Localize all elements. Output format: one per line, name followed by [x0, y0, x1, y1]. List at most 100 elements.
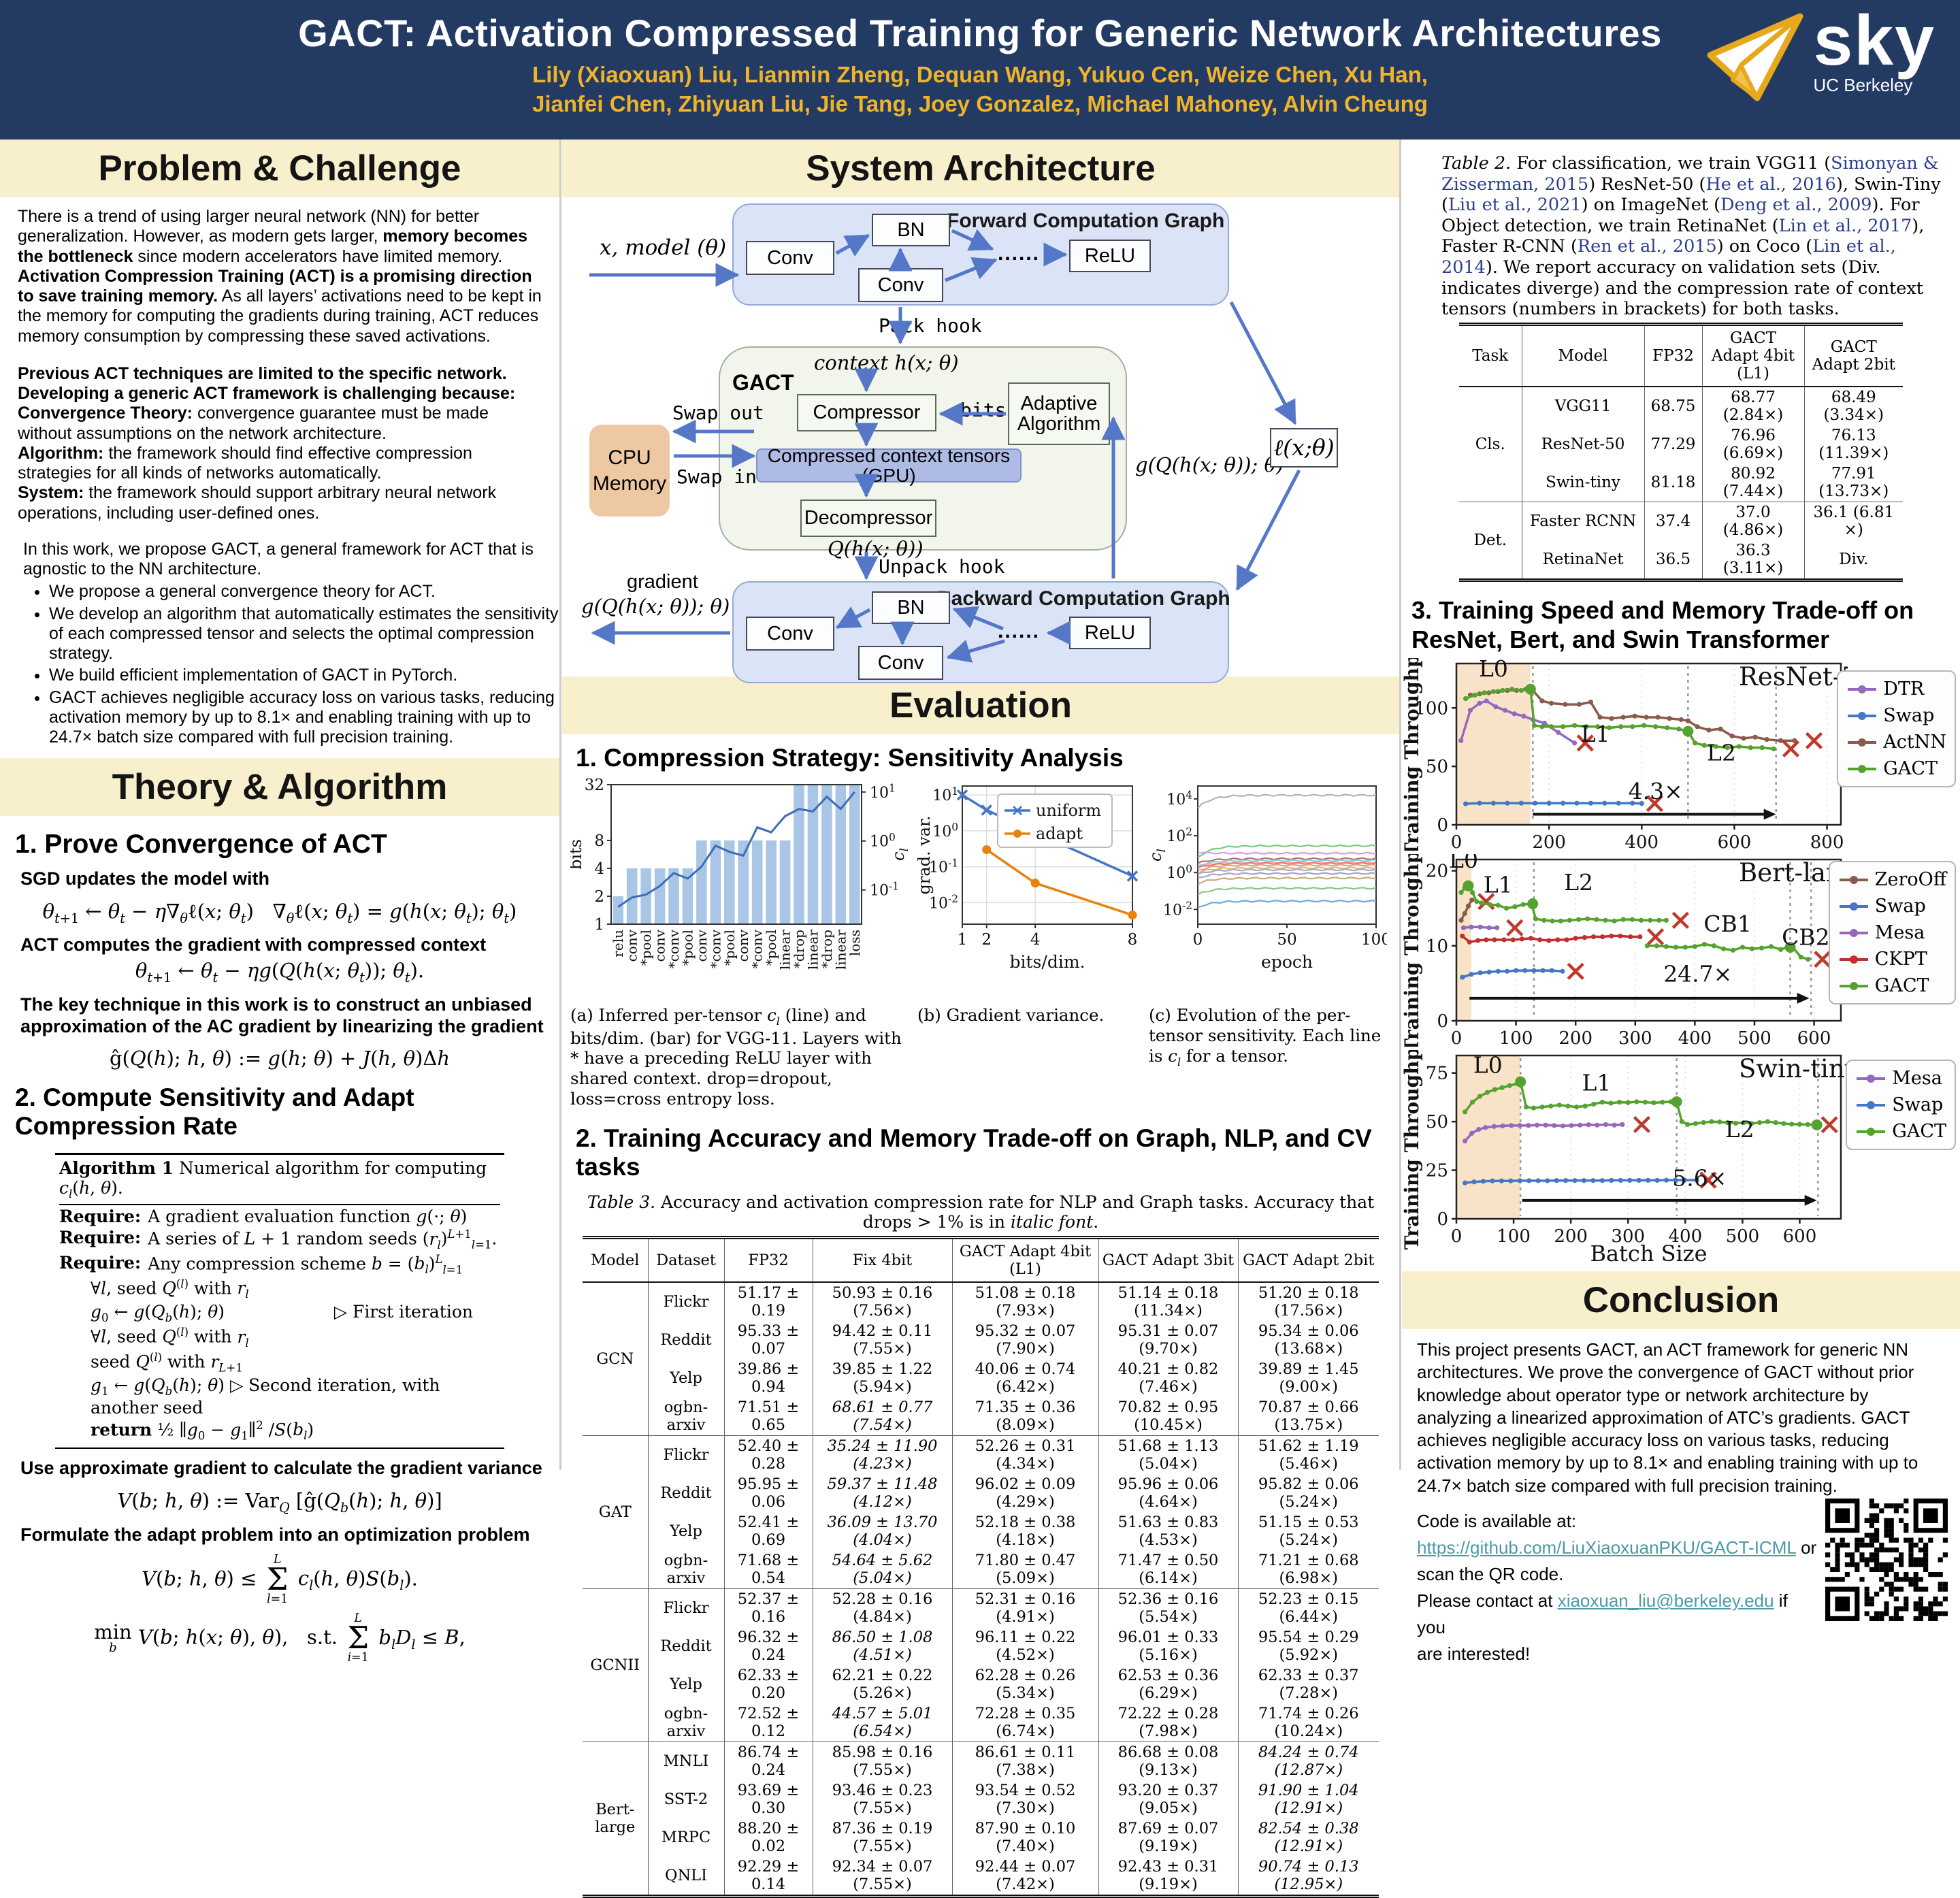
backward-ellipsis: ...... — [998, 620, 1041, 642]
contribution-list: We propose a general convergence theory … — [0, 582, 559, 747]
list-item: We develop an algorithm that automatical… — [49, 604, 559, 664]
svg-text:L2: L2 — [1725, 1116, 1754, 1143]
table-row: RetinaNet 36.5 36.3 (3.11×) Div. — [1459, 540, 1903, 580]
pack-hook-label: Pack hook — [879, 314, 982, 337]
svg-text:0: 0 — [1451, 1226, 1463, 1247]
svg-text:Swin-tiny: Swin-tiny — [1739, 1054, 1848, 1083]
svg-text:10-1: 10-1 — [870, 880, 899, 899]
section-evaluation: Evaluation — [562, 676, 1399, 734]
sky-lab-logo: sky UC Berkeley — [1704, 1, 1936, 108]
algorithm-line: Require: A series of L + 1 random seeds (… — [59, 1228, 497, 1251]
svg-text:cl: cl — [889, 848, 911, 861]
svg-text:0: 0 — [1437, 1011, 1448, 1032]
svg-text:10: 10 — [1426, 936, 1448, 957]
table3-caption: Table 3. Accuracy and activation compres… — [587, 1192, 1375, 1232]
paper-plane-icon — [1704, 10, 1806, 108]
svg-text:loss: loss — [847, 930, 863, 956]
svg-text:32: 32 — [585, 778, 604, 794]
forward-relu-node: ReLU — [1069, 240, 1151, 272]
svg-text:conv: conv — [735, 929, 751, 962]
svg-text:*pool: *pool — [679, 930, 696, 966]
table2-caption: Table 2. For classification, we train VG… — [1441, 153, 1941, 320]
svg-text:L1: L1 — [1484, 872, 1513, 898]
q-context-label: Q(h(x; θ)) — [828, 537, 924, 560]
figure-a-bits-chart: 12483210-1100101reluconv*poolconv*conv*p… — [570, 778, 911, 970]
conclusion-text: This project presents GACT, an ACT frame… — [1417, 1339, 1918, 1496]
bert-legend: ZeroOff Swap Mesa CKPT GACT — [1828, 861, 1956, 1005]
svg-text:*conv: *conv — [749, 929, 766, 968]
theory-h2: 2. Compute Sensitivity and Adapt Compres… — [15, 1083, 414, 1141]
bert-chart-row: 0 100 200 300 400 500 600 0 10 20 Training Through… — [1401, 828, 1959, 1053]
column-header: GACT Adapt 4bit (L1) — [1701, 324, 1804, 387]
table-row: QNLI 92.29 ± 0.14 92.34 ± 0.07 (7.55×) 92.4… — [583, 1856, 1379, 1897]
github-link[interactable]: https://github.com/LiuXiaoxuanPKU/GACT-I… — [1417, 1537, 1796, 1558]
svg-text:101: 101 — [870, 782, 896, 801]
list-item: We build efficient implementation of GAC… — [49, 666, 559, 685]
poster-title: GACT: Activation Compressed Training for… — [298, 12, 1662, 54]
email-link[interactable]: xiaoxuan_liu@berkeley.edu — [1557, 1590, 1774, 1611]
svg-text:600: 600 — [1783, 1226, 1817, 1247]
adaptive-algorithm-node: Adaptive Algorithm — [1008, 382, 1110, 445]
sky-logo-text: sky — [1813, 1, 1936, 80]
contact-line2: are interested! — [1417, 1643, 1531, 1664]
svg-text:500: 500 — [1737, 1028, 1771, 1047]
table-row: Det. Faster RCNN 37.4 37.0 (4.86×) 36.1 (6.8… — [1459, 501, 1903, 580]
system-architecture-diagram: Forward Computation Graph x, model (θ) C… — [562, 200, 1399, 683]
table-row: ResNet-50 77.29 76.96 (6.69×) 76.13 (11.39×… — [1459, 425, 1903, 463]
authors: Lily (Xiaoxuan) Liu, Lianmin Zheng, Dequ… — [0, 61, 1960, 119]
svg-text:4: 4 — [594, 860, 604, 878]
svg-text:102: 102 — [1166, 826, 1192, 845]
left-column: Problem & Challenge There is a trend of … — [0, 140, 559, 1664]
svg-text:2: 2 — [594, 888, 604, 906]
scan-qr-text: scan the QR code. — [1417, 1563, 1564, 1584]
legend-item: CKPT — [1838, 949, 1946, 970]
table-row: Reddit 95.33 ± 0.07 94.42 ± 0.11 (7.55×) 95… — [583, 1321, 1379, 1360]
table-row: GCN Flickr 51.17 ± 0.19 50.93 ± 0.16 (7.56×… — [583, 1282, 1379, 1436]
table-row: SST-2 93.69 ± 0.30 93.46 ± 0.23 (7.55×) 93.… — [583, 1780, 1379, 1819]
svg-text:*pool: *pool — [763, 930, 779, 966]
legend-item: ActNN — [1846, 732, 1946, 753]
svg-text:L0: L0 — [1473, 1052, 1503, 1079]
section-problem-challenge: Problem & Challenge — [0, 140, 559, 197]
svg-text:1: 1 — [958, 931, 968, 949]
unpack-hook-label: Unpack hook — [879, 555, 1005, 578]
table-row: Reddit 95.95 ± 0.06 59.37 ± 11.48 (4.12×) 9… — [583, 1474, 1379, 1513]
svg-text:300: 300 — [1611, 1226, 1645, 1247]
backward-conv2-node: Conv — [858, 646, 943, 680]
svg-text:100: 100 — [1499, 1028, 1533, 1047]
contact-line: Please contact at xiaoxuan_liu@berkeley.… — [1417, 1588, 1817, 1641]
svg-text:100: 100 — [932, 821, 958, 840]
figure-captions: (a) Inferred per-tensor cl (line) and bi… — [562, 1002, 1399, 1109]
forward-bn-node: BN — [872, 214, 950, 246]
backward-bn-node: BN — [872, 591, 950, 624]
svg-text:grad. var.: grad. var. — [917, 815, 934, 894]
svg-text:Batch Size: Batch Size — [1590, 1241, 1707, 1266]
svg-text:50: 50 — [1277, 931, 1296, 949]
svg-text:*drop: *drop — [819, 930, 835, 968]
equation-linearized: ĝ(Q(h); h, θ) := g(h; θ) + J(h, θ)Δh — [109, 1047, 451, 1070]
svg-text:75: 75 — [1426, 1064, 1448, 1084]
svg-text:300: 300 — [1618, 1028, 1652, 1047]
svg-text:400: 400 — [1678, 1028, 1712, 1047]
swin-chart-row: 0 100 200 300 400 500 600 0 25 50 75 Training Throu… — [1401, 1025, 1959, 1271]
svg-text:50: 50 — [1426, 757, 1448, 777]
forward-conv1-node: Conv — [746, 241, 834, 275]
formulate-label: Formulate the adapt problem into an opti… — [20, 1524, 530, 1545]
legend-item: Mesa — [1838, 922, 1946, 943]
svg-text:0: 0 — [1437, 815, 1448, 836]
problem-paragraph-2: Previous ACT techniques are limited to t… — [18, 363, 516, 523]
bits-label: bits — [960, 399, 1007, 421]
legend-item: GACT — [1846, 758, 1946, 779]
svg-text:400: 400 — [1668, 1226, 1702, 1247]
svg-text:*conv: *conv — [666, 929, 682, 968]
svg-text:800: 800 — [1810, 832, 1844, 851]
svg-text:conv: conv — [652, 929, 668, 962]
legend-item: Mesa — [1855, 1068, 1946, 1089]
legend-item: Swap — [1855, 1094, 1946, 1115]
equation-variance: V(b; h, θ) := VarQ [ĝ(Qb(h); h, θ)] — [117, 1488, 442, 1516]
svg-text:L0: L0 — [1479, 658, 1508, 682]
table-row: Swin-tiny 81.18 80.92 (7.44×) 77.91 (13.73×… — [1459, 463, 1903, 502]
